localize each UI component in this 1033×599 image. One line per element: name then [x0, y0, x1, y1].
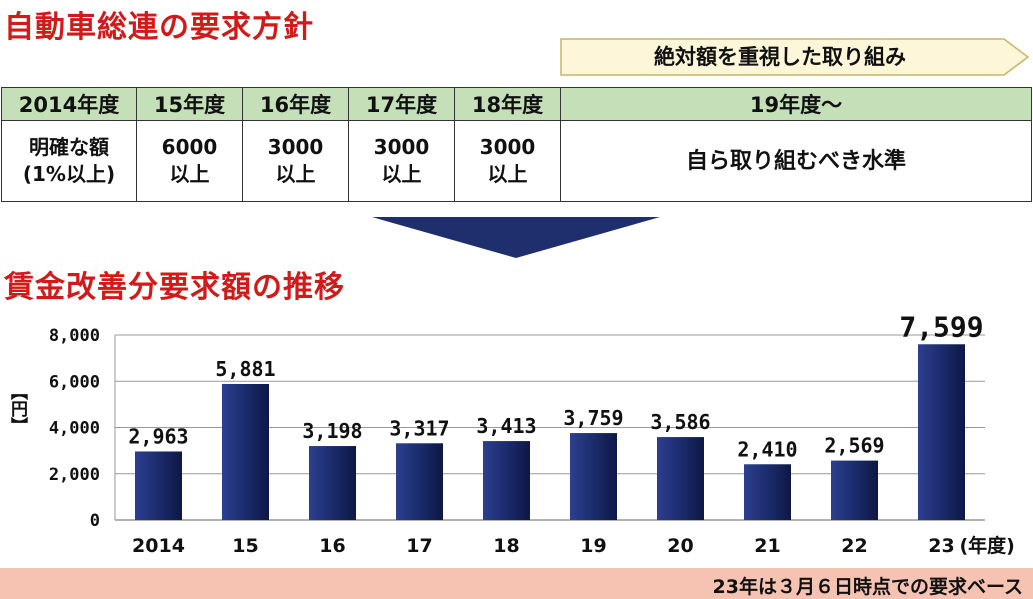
- policy-header-16: 16年度: [242, 87, 349, 121]
- bar: [831, 460, 878, 520]
- bar: [918, 344, 965, 520]
- policy-value-17: 3000 以上: [348, 120, 455, 202]
- bar-value-label: 3,317: [389, 416, 449, 440]
- x-tick-label: 16: [319, 535, 345, 557]
- bar: [396, 443, 443, 520]
- bar: [483, 441, 530, 520]
- bar-value-label: 2,410: [737, 437, 797, 461]
- y-tick-label: 6,000: [49, 372, 100, 392]
- bar: [657, 437, 704, 520]
- bar: [309, 446, 356, 520]
- policy-header-17: 17年度: [348, 87, 455, 121]
- down-arrow-shape: [372, 217, 660, 258]
- footer-note: 23年は３月６日時点での要求ベース: [712, 576, 1024, 598]
- x-axis-label: (年度): [960, 534, 1015, 557]
- bar: [570, 433, 617, 520]
- y-axis-label: 【円】: [3, 383, 31, 438]
- policy-value-row: 明確な額 (1%以上) 6000 以上 3000 以上 3000 以上 3000…: [1, 120, 1032, 202]
- x-tick-label: 21: [754, 535, 780, 557]
- policy-value-19-onward: 自ら取り組むべき水準: [560, 120, 1032, 202]
- bar: [222, 384, 269, 520]
- x-tick-label: 17: [406, 535, 432, 557]
- banner-arrow-shape: [560, 38, 1030, 76]
- x-tick-label: 18: [493, 535, 519, 557]
- bar-value-label: 3,586: [650, 410, 710, 434]
- policy-banner: 絶対額を重視した取り組み: [560, 38, 1030, 76]
- bar: [135, 451, 182, 520]
- bar-value-label: 2,963: [128, 424, 188, 448]
- footer-band: 23年は３月６日時点での要求ベース: [0, 568, 1033, 599]
- bar-value-label: 5,881: [215, 357, 275, 381]
- policy-value-2014: 明確な額 (1%以上): [1, 120, 137, 202]
- bar-value-label: 3,413: [476, 414, 536, 438]
- y-tick-label: 2,000: [49, 465, 100, 485]
- banner-text: 絶対額を重視した取り組み: [654, 45, 906, 69]
- policy-title: 自動車総連の要求方針: [4, 10, 314, 45]
- y-tick-label: 8,000: [49, 326, 100, 346]
- policy-table: 2014年度 15年度 16年度 17年度 18年度 19年度〜 明確な額 (1…: [1, 87, 1032, 202]
- x-tick-label: 20: [667, 535, 693, 557]
- y-tick-label: 0: [90, 511, 100, 531]
- x-tick-label: 19: [580, 535, 606, 557]
- policy-value-15: 6000 以上: [136, 120, 243, 202]
- bar-value-label: 3,759: [563, 406, 623, 430]
- y-axis-label-text: 【円】: [7, 383, 27, 434]
- x-tick-label: 23: [928, 535, 954, 557]
- chart-title: 賃金改善分要求額の推移: [4, 270, 345, 305]
- bar-value-label: 3,198: [302, 419, 362, 443]
- x-tick-label: 2014: [132, 535, 185, 557]
- bar-value-label: 2,569: [824, 434, 884, 458]
- bar-value-label: 7,599: [899, 310, 983, 343]
- policy-value-16: 3000 以上: [242, 120, 349, 202]
- x-tick-label: 22: [841, 535, 867, 557]
- bar: [744, 464, 791, 520]
- policy-header-18: 18年度: [454, 87, 561, 121]
- y-tick-label: 4,000: [49, 419, 100, 439]
- x-tick-label: 15: [232, 535, 258, 557]
- policy-value-18: 3000 以上: [454, 120, 561, 202]
